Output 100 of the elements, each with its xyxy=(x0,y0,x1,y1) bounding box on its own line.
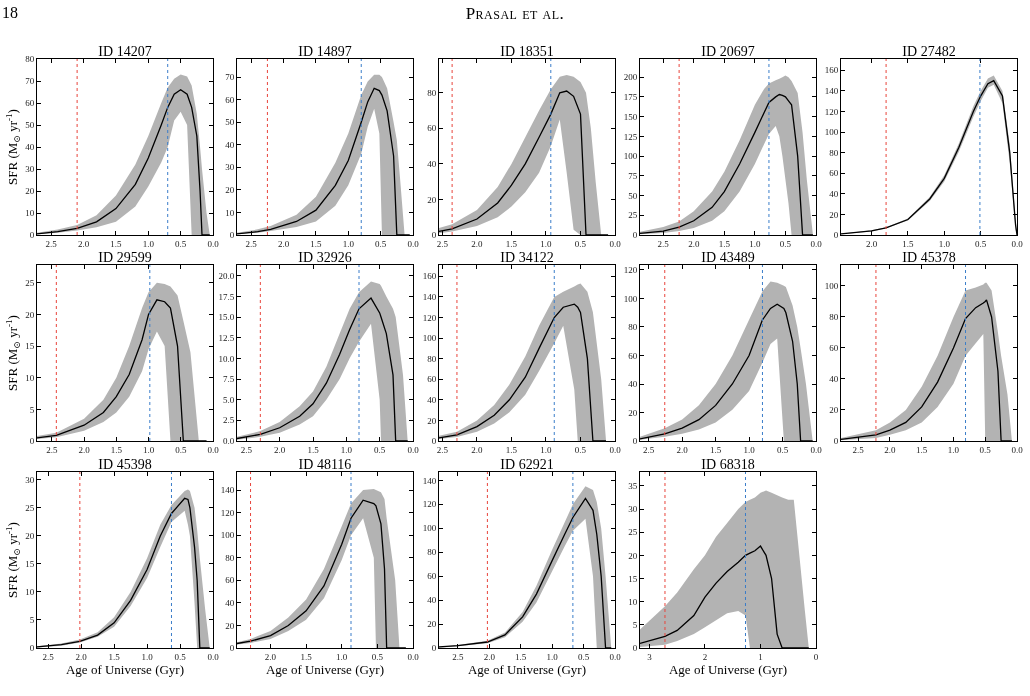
x-tick-label: 2.0 xyxy=(77,238,90,249)
y-tick-label: 15 xyxy=(24,558,35,569)
y-tick-label: 30 xyxy=(628,503,638,514)
x-tick-label: 0.0 xyxy=(407,238,420,249)
x-tick-label: 2.5 xyxy=(452,651,465,662)
y-tick-label: 0 xyxy=(29,230,35,241)
x-tick-label: 1.0 xyxy=(141,651,153,662)
y-tick-label: 20 xyxy=(628,550,638,561)
y-tick-label: 80 xyxy=(24,54,35,65)
x-tick-label: 1.0 xyxy=(546,651,559,662)
y-tick-label: 60 xyxy=(225,94,235,105)
y-tick-label: 80 xyxy=(427,87,437,98)
x-tick-label: 1.5 xyxy=(506,238,518,249)
x-tick-label: 2.5 xyxy=(643,444,655,455)
x-tick-label: 2.0 xyxy=(688,238,700,249)
x-tick-label: 1.0 xyxy=(336,651,349,662)
y-tick-label: 0 xyxy=(833,230,839,241)
x-tick-label: 1.5 xyxy=(110,444,123,455)
x-tick-label: 1 xyxy=(758,651,763,662)
y-tick-label: 80 xyxy=(628,322,638,333)
y-tick-label: 80 xyxy=(225,552,235,563)
x-tick-label: 2.0 xyxy=(75,651,87,662)
y-tick-label: 60 xyxy=(628,350,638,361)
x-tick-label: 0.0 xyxy=(810,238,823,249)
y-tick-label: 100 xyxy=(623,293,638,304)
y-tick-label: 20 xyxy=(829,405,839,416)
y-tick-label: 140 xyxy=(824,86,839,97)
y-tick-label: 5 xyxy=(29,404,35,415)
y-tick-label: 25 xyxy=(24,502,35,513)
x-tick-label: 2.5 xyxy=(245,238,258,249)
y-tick-label: 0 xyxy=(432,642,437,653)
x-tick-label: 0.0 xyxy=(1011,238,1024,249)
x-tick-label: 1.5 xyxy=(902,238,915,249)
y-tick-label: 40 xyxy=(427,594,437,605)
x-tick-label: 2.0 xyxy=(483,651,496,662)
y-tick-label: 20 xyxy=(225,620,235,631)
x-tick-label: 0.0 xyxy=(1011,444,1024,455)
x-tick-label: 1.5 xyxy=(916,444,928,455)
y-tick-label: 12.5 xyxy=(218,332,235,343)
x-tick-label: 3 xyxy=(647,651,653,662)
y-tick-label: 10.0 xyxy=(218,353,235,364)
x-tick-label: 2 xyxy=(702,651,708,662)
x-tick-label: 2.0 xyxy=(265,651,277,662)
x-tick-label: 1.5 xyxy=(300,651,313,662)
y-tick-label: 20 xyxy=(24,309,35,320)
y-tick-label: 125 xyxy=(623,131,638,142)
y-tick-label: 0 xyxy=(632,230,638,241)
y-tick-label: 50 xyxy=(24,120,35,131)
x-tick-label: 0.5 xyxy=(375,238,388,249)
x-tick-label: 1.5 xyxy=(718,238,731,249)
y-tick-label: 0 xyxy=(833,436,839,447)
y-tick-label: 160 xyxy=(824,65,839,76)
y-tick-label: 10 xyxy=(24,586,35,597)
y-tick-label: 0 xyxy=(632,436,638,447)
chart-title: ID 34122 xyxy=(500,250,554,265)
y-tick-label: 10 xyxy=(225,207,235,218)
x-axis-title: Age of Universe (Gyr) xyxy=(266,661,385,677)
y-tick-label: 0 xyxy=(29,642,35,653)
x-tick-label: 1.0 xyxy=(142,444,155,455)
y-tick-label: 40 xyxy=(24,142,35,153)
y-tick-label: 20 xyxy=(427,618,437,629)
y-tick-label: 100 xyxy=(824,127,839,138)
y-tick-label: 10 xyxy=(628,596,638,607)
y-tick-label: 0 xyxy=(230,642,235,653)
y-tick-label: 70 xyxy=(225,72,235,83)
y-tick-label: 0 xyxy=(432,436,437,447)
y-tick-label: 15 xyxy=(24,341,35,352)
x-tick-label: 0.5 xyxy=(374,444,387,455)
y-tick-label: 100 xyxy=(824,281,839,292)
x-tick-label: 2.5 xyxy=(45,238,58,249)
x-tick-label: 0.0 xyxy=(207,238,219,249)
y-tick-label: 175 xyxy=(623,92,638,103)
y-tick-label: 25 xyxy=(628,527,638,538)
y-tick-label: 10 xyxy=(24,208,35,219)
y-tick-label: 5 xyxy=(632,619,638,630)
y-tick-label: 0 xyxy=(432,230,437,241)
x-tick-label: 1.0 xyxy=(341,444,353,455)
x-tick-label: 0.0 xyxy=(207,444,219,455)
x-tick-label: 0.5 xyxy=(979,444,992,455)
x-tick-label: 0.0 xyxy=(810,444,823,455)
x-axis-title: Age of Universe (Gyr) xyxy=(468,661,587,677)
y-tick-label: 15 xyxy=(628,573,638,584)
y-tick-label: 60 xyxy=(225,575,235,586)
y-tick-label: 120 xyxy=(824,106,839,117)
x-tick-label: 0 xyxy=(813,651,819,662)
y-tick-label: 140 xyxy=(221,484,235,495)
y-tick-label: 120 xyxy=(221,507,235,518)
x-tick-label: 2.5 xyxy=(241,444,253,455)
y-tick-label: 40 xyxy=(829,188,839,199)
y-tick-label: 0.0 xyxy=(223,436,235,447)
y-tick-label: 60 xyxy=(427,571,437,581)
x-tick-label: 1.0 xyxy=(142,238,155,249)
x-tick-label: 0.0 xyxy=(207,651,219,662)
x-tick-label: 2.5 xyxy=(45,444,58,455)
chart-title: ID 14207 xyxy=(98,44,152,59)
y-tick-label: 20.0 xyxy=(218,270,235,281)
chart-title: ID 48116 xyxy=(298,456,352,472)
x-tick-label: 1.5 xyxy=(709,444,722,455)
x-tick-label: 1.5 xyxy=(110,238,122,249)
x-tick-label: 0.5 xyxy=(578,651,590,662)
